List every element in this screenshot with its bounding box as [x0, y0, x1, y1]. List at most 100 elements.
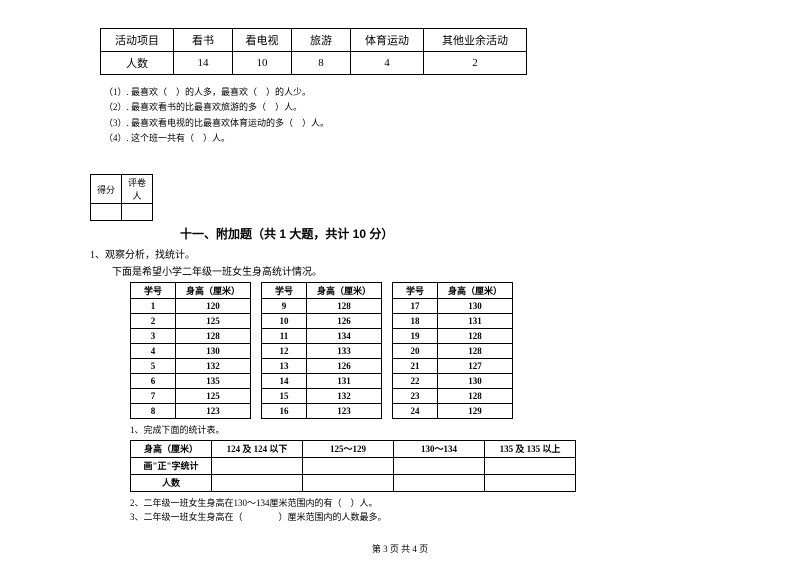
sum-blank: [394, 474, 485, 491]
stat-table: 学号身高（厘米）学号身高（厘米）学号身高（厘米） 112091281713021…: [130, 282, 513, 419]
stat-gap: [251, 374, 262, 389]
stat-cell-height: 126: [307, 359, 382, 374]
stat-cell-id: 18: [393, 314, 438, 329]
stat-cell-id: 19: [393, 329, 438, 344]
stat-cell-id: 14: [262, 374, 307, 389]
stat-cell-height: 133: [307, 344, 382, 359]
header-tv: 看电视: [233, 29, 292, 52]
sum-col0: 124 及 124 以下: [212, 440, 303, 457]
stat-gap: [251, 344, 262, 359]
question-2: （2）. 最喜欢看书的比最喜欢旅游的多（ ）人。: [104, 100, 710, 115]
stat-gap: [382, 283, 393, 299]
stat-header-id: 学号: [262, 283, 307, 299]
stat-cell-height: 120: [176, 299, 251, 314]
stat-cell-id: 13: [262, 359, 307, 374]
stat-gap: [382, 374, 393, 389]
stat-gap: [251, 283, 262, 299]
stat-cell-id: 16: [262, 404, 307, 419]
sum-blank: [212, 457, 303, 474]
sum-blank: [485, 474, 576, 491]
header-travel: 旅游: [292, 29, 351, 52]
stat-cell-height: 128: [307, 299, 382, 314]
val-tv: 10: [233, 52, 292, 75]
stat-cell-height: 130: [438, 299, 513, 314]
question-list: （1）. 最喜欢（ ）的人多，最喜欢（ ）的人少。 （2）. 最喜欢看书的比最喜…: [104, 85, 710, 146]
stat-cell-height: 130: [438, 374, 513, 389]
val-other: 2: [424, 52, 527, 75]
stat-cell-height: 129: [438, 404, 513, 419]
activity-table: 活动项目 看书 看电视 旅游 体育运动 其他业余活动 人数 14 10 8 4 …: [100, 28, 527, 75]
stat-gap: [382, 344, 393, 359]
header-activity: 活动项目: [101, 29, 174, 52]
sum-row1-label: 画"正"字统计: [131, 457, 212, 474]
score-box: 得分 评卷人: [90, 174, 153, 221]
section-title: 十一、附加题（共 1 大题，共计 10 分）: [180, 225, 710, 242]
marker-blank: [122, 204, 153, 221]
page-footer: 第 3 页 共 4 页: [0, 542, 800, 555]
stat-cell-id: 6: [131, 374, 176, 389]
q1-sub: 下面是希望小学二年级一班女生身高统计情况。: [112, 263, 710, 278]
val-sport: 4: [351, 52, 424, 75]
sum-row2-label: 人数: [131, 474, 212, 491]
stat-cell-id: 24: [393, 404, 438, 419]
stat-gap: [251, 299, 262, 314]
sum-col3: 135 及 135 以上: [485, 440, 576, 457]
stat-cell-id: 22: [393, 374, 438, 389]
stat-gap: [382, 329, 393, 344]
header-other: 其他业余活动: [424, 29, 527, 52]
stat-cell-height: 126: [307, 314, 382, 329]
stat-gap: [251, 329, 262, 344]
row-label: 人数: [101, 52, 174, 75]
sum-row0-label: 身高（厘米）: [131, 440, 212, 457]
summary-table: 身高（厘米） 124 及 124 以下 125～129 130～134 135 …: [130, 440, 576, 492]
stat-cell-height: 132: [176, 359, 251, 374]
val-reading: 14: [174, 52, 233, 75]
stat-gap: [382, 359, 393, 374]
stat-gap: [251, 404, 262, 419]
sum-blank: [303, 474, 394, 491]
stat-cell-height: 130: [176, 344, 251, 359]
stat-cell-id: 15: [262, 389, 307, 404]
stat-cell-height: 135: [176, 374, 251, 389]
sub1-label: 1、完成下面的统计表。: [130, 423, 710, 437]
stat-cell-height: 125: [176, 314, 251, 329]
stat-cell-id: 5: [131, 359, 176, 374]
stat-cell-height: 128: [176, 329, 251, 344]
stat-cell-id: 11: [262, 329, 307, 344]
sub2-line2: 3、二年级一班女生身高在（ ）厘米范围内的人数最多。: [130, 510, 710, 524]
sum-blank: [303, 457, 394, 474]
sum-blank: [485, 457, 576, 474]
stat-cell-id: 20: [393, 344, 438, 359]
stat-gap: [251, 314, 262, 329]
sum-blank: [212, 474, 303, 491]
question-4: （4）. 这个班一共有（ ）人。: [104, 131, 710, 146]
question-1: （1）. 最喜欢（ ）的人多，最喜欢（ ）的人少。: [104, 85, 710, 100]
stat-gap: [251, 389, 262, 404]
stat-cell-height: 123: [307, 404, 382, 419]
stat-cell-id: 17: [393, 299, 438, 314]
stat-gap: [382, 389, 393, 404]
stat-cell-id: 2: [131, 314, 176, 329]
sum-col1: 125～129: [303, 440, 394, 457]
question-3: （3）. 最喜欢看电视的比最喜欢体育运动的多（ ）人。: [104, 116, 710, 131]
stat-cell-height: 123: [176, 404, 251, 419]
stat-cell-height: 127: [438, 359, 513, 374]
marker-label: 评卷人: [122, 175, 153, 204]
sub2-line1: 2、二年级一班女生身高在130～134厘米范围内的有（ ）人。: [130, 496, 710, 510]
val-travel: 8: [292, 52, 351, 75]
stat-cell-height: 131: [438, 314, 513, 329]
stat-cell-height: 131: [307, 374, 382, 389]
stat-cell-height: 125: [176, 389, 251, 404]
stat-cell-id: 23: [393, 389, 438, 404]
stat-header-height: 身高（厘米）: [176, 283, 251, 299]
stat-cell-id: 8: [131, 404, 176, 419]
stat-cell-id: 1: [131, 299, 176, 314]
stat-header-id: 学号: [131, 283, 176, 299]
header-sport: 体育运动: [351, 29, 424, 52]
stat-cell-height: 132: [307, 389, 382, 404]
stat-cell-id: 12: [262, 344, 307, 359]
stat-header-id: 学号: [393, 283, 438, 299]
sum-col2: 130～134: [394, 440, 485, 457]
stat-gap: [251, 359, 262, 374]
stat-gap: [382, 299, 393, 314]
